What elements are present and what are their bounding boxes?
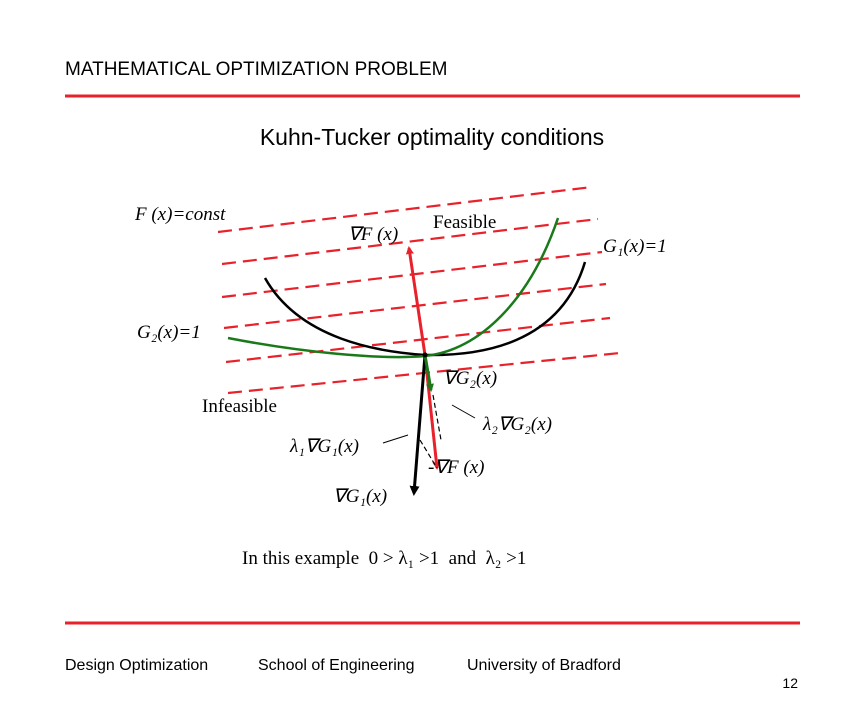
contour [223, 282, 607, 330]
label: F (x)=const [134, 204, 226, 225]
contours [217, 185, 621, 395]
label: Infeasible [202, 396, 277, 417]
constraint-curve-1 [263, 261, 587, 357]
header-title: MATHEMATICAL OPTIMIZATION PROBLEM [65, 59, 448, 80]
label: ∇G₂(x) [443, 368, 497, 389]
label: λ₂∇G₂(x) [482, 414, 552, 435]
optimum-point [422, 352, 428, 358]
label: G₁(x)=1 [603, 236, 667, 257]
contour [225, 316, 611, 364]
label: -∇F (x) [428, 457, 484, 478]
label: G₂(x)=1 [137, 322, 201, 343]
label: ∇G₁(x) [333, 486, 387, 507]
contour [221, 217, 599, 266]
footer-item: School of Engineering [258, 657, 415, 674]
contour [217, 185, 593, 234]
grad-g2-arrow [423, 354, 434, 392]
leader-line [382, 434, 409, 444]
label: λ₁∇G₁(x) [289, 436, 359, 457]
leader-line [451, 404, 476, 419]
slide-title: Kuhn-Tucker optimality conditions [260, 124, 604, 150]
footer-item: University of Bradford [467, 657, 621, 674]
label: Feasible [433, 212, 496, 233]
grad-f-arrow [405, 246, 427, 356]
grad-g1-arrow [409, 354, 427, 496]
label: ∇F (x) [348, 224, 398, 245]
page-number: 12 [782, 675, 798, 691]
footer-item: Design Optimization [65, 657, 208, 674]
construction-line [419, 439, 438, 469]
caption: In this example 0 > λ₁ >1 and λ₂ >1 [242, 548, 526, 569]
